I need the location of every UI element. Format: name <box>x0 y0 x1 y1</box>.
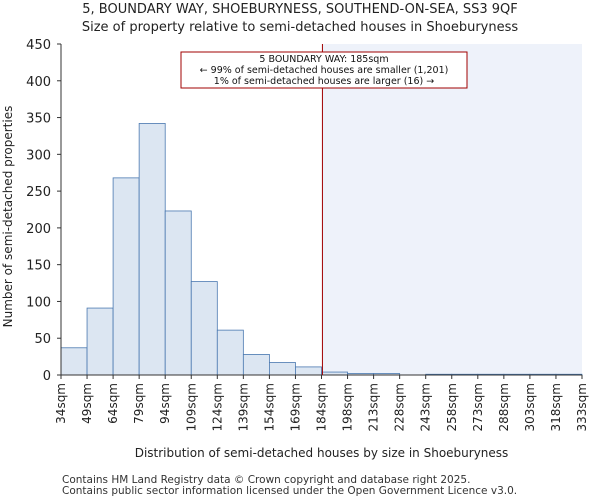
x-tick-label-94sqm: 94sqm <box>158 383 172 424</box>
x-tick-label-154sqm: 154sqm <box>262 383 276 431</box>
chart-subtitle: Size of property relative to semi-detach… <box>81 20 519 35</box>
x-axis-label: Distribution of semi-detached houses by … <box>135 446 509 460</box>
x-tick-label-49sqm: 49sqm <box>80 383 94 424</box>
annotation-line-3: 1% of semi-detached houses are larger (1… <box>214 76 434 87</box>
larger-region-shade <box>322 44 582 375</box>
annotation-line-2: ← 99% of semi-detached houses are smalle… <box>200 65 449 76</box>
bar-139sqm <box>242 354 270 376</box>
footer-line-1: Contains HM Land Registry data © Crown c… <box>62 474 471 486</box>
x-tick-label-124sqm: 124sqm <box>210 383 224 431</box>
x-tick-label-288sqm: 288sqm <box>497 383 511 431</box>
bar-124sqm <box>216 329 244 376</box>
x-tick-label-198sqm: 198sqm <box>341 383 355 431</box>
y-tick-label-300: 300 <box>26 148 51 163</box>
bar-154sqm <box>268 362 296 376</box>
x-tick-label-109sqm: 109sqm <box>184 383 198 431</box>
bar-79sqm <box>138 123 166 376</box>
bar-64sqm <box>112 177 140 376</box>
x-tick-label-333sqm: 333sqm <box>575 383 589 431</box>
y-tick-label-100: 100 <box>26 295 51 310</box>
x-tick-label-273sqm: 273sqm <box>471 383 485 431</box>
x-tick-label-213sqm: 213sqm <box>367 383 381 431</box>
annotation-box <box>180 51 468 89</box>
y-tick-label-450: 450 <box>26 38 51 53</box>
y-tick-label-150: 150 <box>26 259 51 274</box>
y-axis-label: Number of semi-detached properties <box>1 106 15 328</box>
x-tick-label-79sqm: 79sqm <box>132 383 146 424</box>
x-tick-label-64sqm: 64sqm <box>106 383 120 424</box>
bar-169sqm <box>295 366 322 376</box>
bar-49sqm <box>86 307 114 376</box>
x-tick-label-184sqm: 184sqm <box>315 383 329 431</box>
bar-109sqm <box>190 281 218 376</box>
x-tick-label-243sqm: 243sqm <box>419 383 433 431</box>
y-tick-label-200: 200 <box>26 222 51 237</box>
y-tick-label-350: 350 <box>26 112 51 127</box>
x-tick-label-34sqm: 34sqm <box>54 383 68 424</box>
y-tick-label-400: 400 <box>26 75 51 90</box>
x-tick-label-258sqm: 258sqm <box>445 383 459 431</box>
x-tick-label-318sqm: 318sqm <box>549 383 563 431</box>
y-tick-label-50: 50 <box>34 332 51 347</box>
x-tick-label-139sqm: 139sqm <box>236 383 250 431</box>
annotation-line-1: 5 BOUNDARY WAY: 185sqm <box>259 54 388 65</box>
x-tick-label-303sqm: 303sqm <box>523 383 537 431</box>
bar-94sqm <box>164 210 192 376</box>
y-tick-label-0: 0 <box>43 369 51 384</box>
x-tick-label-169sqm: 169sqm <box>288 383 302 431</box>
y-tick-label-250: 250 <box>26 185 51 200</box>
footer-line-2: Contains public sector information licen… <box>62 485 518 497</box>
x-tick-label-228sqm: 228sqm <box>393 383 407 431</box>
bar-34sqm <box>60 347 88 376</box>
chart-title: 5, BOUNDARY WAY, SHOEBURYNESS, SOUTHEND-… <box>82 2 518 17</box>
